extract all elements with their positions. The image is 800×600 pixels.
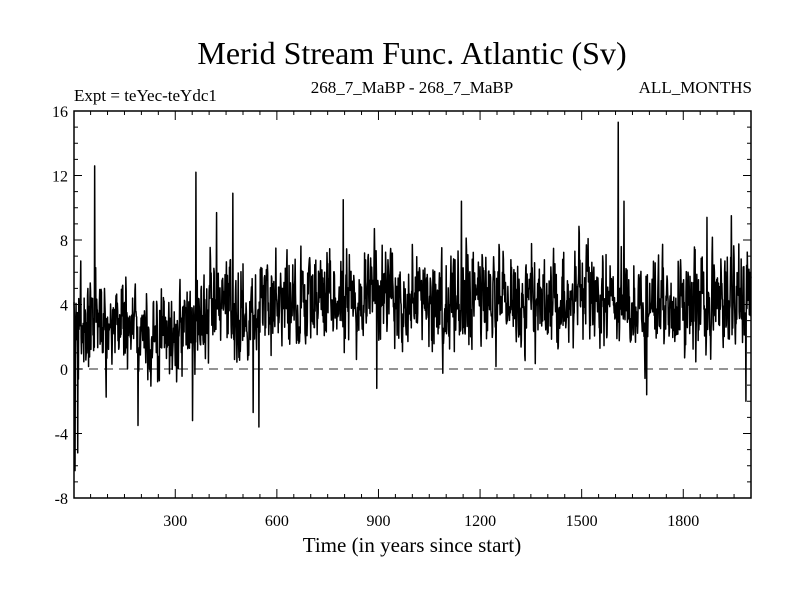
series-line bbox=[73, 121, 752, 472]
x-tick-label: 600 bbox=[265, 513, 289, 530]
x-tick-label: 300 bbox=[163, 513, 187, 530]
x-tick-label: 1500 bbox=[566, 513, 598, 530]
y-tick-label: 0 bbox=[60, 362, 68, 379]
y-tick-label: 8 bbox=[60, 233, 68, 250]
y-tick-label: -4 bbox=[55, 427, 68, 444]
y-tick-label: 16 bbox=[52, 104, 68, 121]
x-tick-label: 1800 bbox=[667, 513, 699, 530]
y-tick-label: 4 bbox=[60, 298, 68, 315]
run-comparison-label: 268_7_MaBP - 268_7_MaBP bbox=[311, 78, 513, 97]
x-axis-label: Time (in years since start) bbox=[303, 533, 522, 557]
x-tick-label: 1200 bbox=[464, 513, 496, 530]
experiment-label: Expt = teYec-teYdc1 bbox=[74, 86, 217, 105]
chart-title: Merid Stream Func. Atlantic (Sv) bbox=[197, 35, 626, 71]
plot-area bbox=[73, 121, 752, 472]
axis-ticks: -8 -4 0 4 8 12 16 300 600 900 1200 1500 1800 bbox=[52, 104, 751, 530]
months-label: ALL_MONTHS bbox=[639, 78, 752, 97]
y-tick-label: 12 bbox=[52, 169, 68, 186]
x-tick-label: 900 bbox=[366, 513, 390, 530]
y-tick-label: -8 bbox=[55, 491, 68, 508]
